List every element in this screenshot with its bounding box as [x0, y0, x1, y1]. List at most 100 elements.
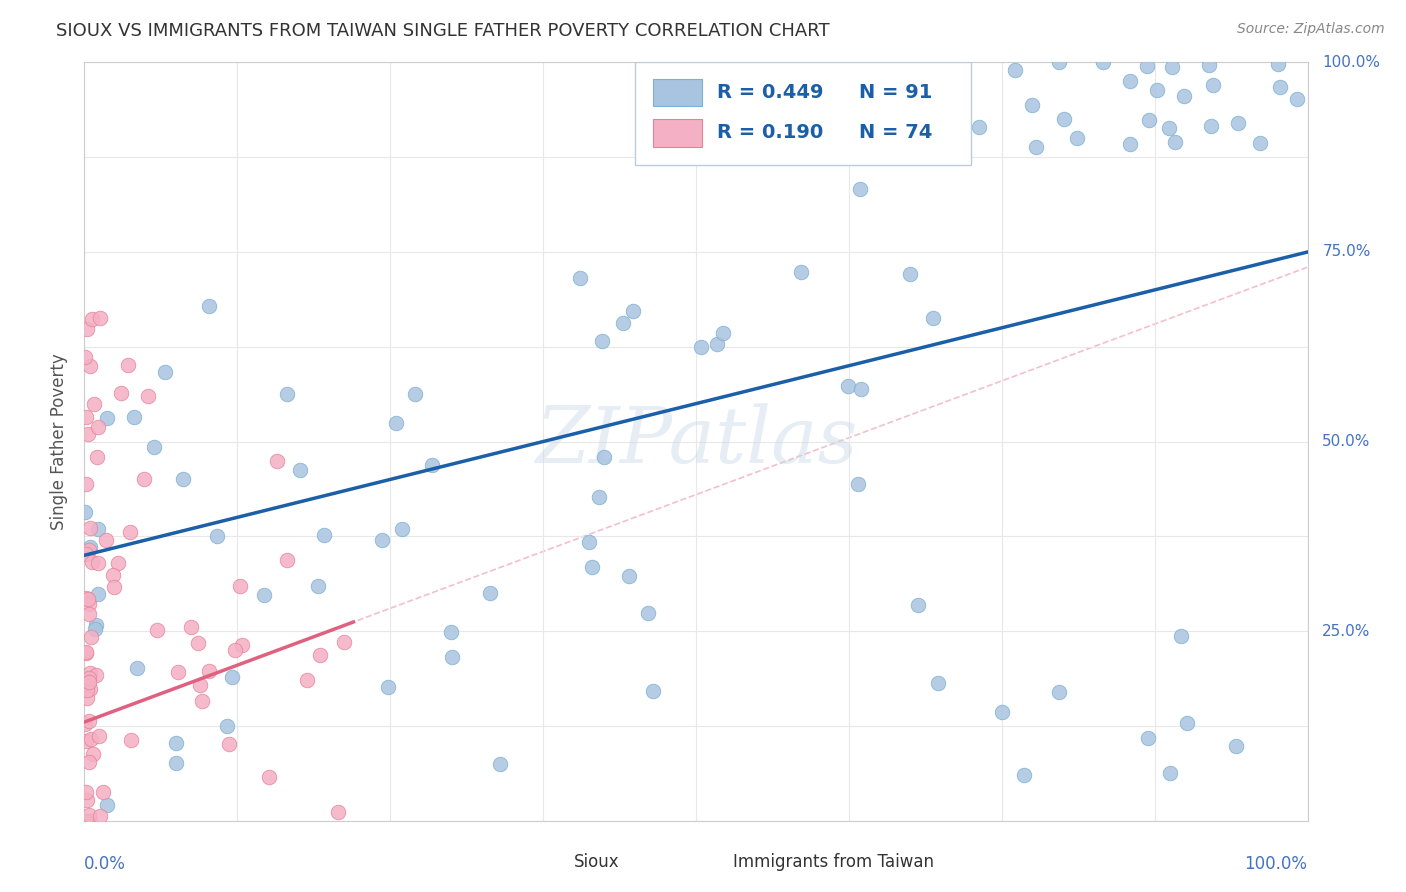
Point — [858, 136, 880, 151]
Point — [621, 304, 644, 318]
Point — [1202, 78, 1225, 92]
Point — [87, 419, 110, 434]
Point — [569, 271, 592, 285]
Point — [1249, 136, 1271, 150]
Point — [489, 757, 512, 772]
Point — [101, 567, 124, 582]
Point — [79, 607, 101, 622]
FancyBboxPatch shape — [654, 79, 702, 106]
Point — [84, 668, 107, 682]
Point — [1137, 113, 1160, 128]
Point — [77, 808, 100, 822]
Point — [1170, 629, 1192, 643]
Text: 25.0%: 25.0% — [1322, 624, 1371, 639]
Point — [1198, 58, 1220, 72]
Point — [711, 326, 734, 341]
Point — [440, 649, 463, 664]
Point — [84, 622, 107, 636]
Point — [898, 267, 921, 281]
Point — [76, 322, 98, 336]
Point — [76, 793, 98, 807]
Point — [117, 358, 139, 372]
Point — [612, 316, 634, 330]
Point — [75, 814, 97, 828]
Point — [1225, 739, 1247, 753]
Point — [89, 809, 111, 823]
Point — [231, 638, 253, 652]
Point — [143, 441, 166, 455]
Point — [82, 311, 104, 326]
Point — [790, 265, 813, 279]
Point — [641, 683, 664, 698]
Point — [79, 714, 101, 729]
Point — [637, 607, 659, 621]
Point — [581, 559, 603, 574]
Text: Sioux: Sioux — [574, 854, 619, 871]
Point — [1159, 765, 1181, 780]
Point — [77, 675, 100, 690]
Text: ZIPatlas: ZIPatlas — [534, 403, 858, 480]
Point — [79, 521, 101, 535]
Point — [107, 557, 129, 571]
Text: Source: ZipAtlas.com: Source: ZipAtlas.com — [1237, 22, 1385, 37]
Point — [385, 417, 408, 431]
Point — [1137, 731, 1160, 745]
Point — [371, 533, 394, 548]
Point — [87, 587, 110, 601]
Point — [167, 665, 190, 679]
Point — [180, 620, 202, 634]
Point — [922, 310, 945, 325]
FancyBboxPatch shape — [654, 120, 702, 146]
Point — [86, 522, 108, 536]
Point — [1146, 83, 1168, 97]
Point — [138, 389, 160, 403]
Point — [79, 672, 101, 686]
Point — [1175, 715, 1198, 730]
Point — [333, 635, 356, 649]
Point — [224, 642, 246, 657]
Point — [122, 409, 145, 424]
Y-axis label: Single Father Poverty: Single Father Poverty — [51, 353, 69, 530]
Point — [110, 386, 132, 401]
Point — [86, 450, 108, 464]
Point — [86, 618, 108, 632]
Point — [79, 682, 101, 697]
Point — [1052, 112, 1074, 126]
Point — [89, 310, 111, 325]
Text: 100.0%: 100.0% — [1322, 55, 1381, 70]
Point — [851, 382, 873, 396]
Point — [75, 646, 97, 660]
Point — [75, 351, 97, 365]
Point — [907, 599, 929, 613]
Point — [591, 334, 613, 348]
Point — [82, 747, 104, 761]
Point — [619, 568, 641, 582]
Point — [1092, 55, 1115, 70]
Point — [1118, 136, 1140, 151]
Point — [73, 717, 96, 731]
Point — [87, 556, 110, 570]
Point — [229, 579, 252, 593]
Point — [276, 386, 298, 401]
Point — [1014, 768, 1036, 782]
Text: 50.0%: 50.0% — [1322, 434, 1371, 449]
Point — [75, 645, 97, 659]
Point — [689, 340, 711, 354]
Point — [77, 591, 100, 606]
Point — [190, 694, 212, 708]
Point — [76, 427, 98, 442]
Point — [253, 588, 276, 602]
Point — [377, 680, 399, 694]
Point — [221, 669, 243, 683]
Point — [290, 463, 312, 477]
Text: SIOUX VS IMMIGRANTS FROM TAIWAN SINGLE FATHER POVERTY CORRELATION CHART: SIOUX VS IMMIGRANTS FROM TAIWAN SINGLE F… — [56, 22, 830, 40]
Point — [205, 529, 228, 543]
Point — [127, 661, 149, 675]
Point — [1286, 92, 1309, 106]
Point — [1021, 98, 1043, 112]
Point — [91, 785, 114, 799]
Point — [592, 450, 614, 464]
Point — [134, 472, 156, 486]
Point — [1164, 136, 1187, 150]
Point — [1066, 131, 1088, 145]
